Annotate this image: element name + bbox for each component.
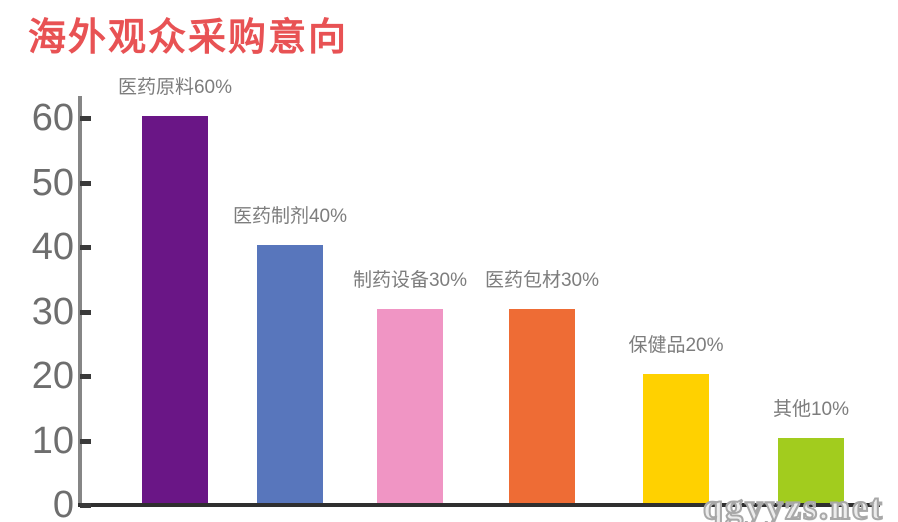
bar-label-保健品: 保健品20% <box>628 335 724 356</box>
bar-制药设备 <box>377 309 443 503</box>
y-axis-tick-label: 60 <box>31 97 74 139</box>
y-axis-tick-label: 40 <box>31 226 74 268</box>
y-axis-tick <box>80 374 91 379</box>
bar-label-医药制剂: 医药制剂40% <box>232 206 348 227</box>
bar-保健品 <box>643 374 709 503</box>
y-axis-tick <box>80 245 91 250</box>
y-axis-line <box>78 96 82 507</box>
bar-label-制药设备: 制药设备30% <box>352 270 468 291</box>
y-axis-tick-label: 10 <box>31 420 74 462</box>
bar-医药制剂 <box>257 245 323 503</box>
bar-其他 <box>778 438 844 503</box>
page-title: 海外观众采购意向 <box>28 17 349 59</box>
y-axis-tick <box>80 439 91 444</box>
bar-label-医药包材: 医药包材30% <box>484 270 600 291</box>
y-axis-tick-label: 20 <box>31 355 74 397</box>
y-axis-tick <box>80 116 91 121</box>
y-axis-tick <box>80 181 91 186</box>
y-axis-tick-label: 30 <box>31 291 74 333</box>
bar-label-医药原料: 医药原料60% <box>117 77 233 98</box>
y-axis-tick <box>80 503 91 508</box>
y-axis-tick <box>80 310 91 315</box>
y-axis-tick-label: 50 <box>31 162 74 204</box>
bar-医药原料 <box>142 116 208 503</box>
bar-医药包材 <box>509 309 575 503</box>
bar-label-其他: 其他10% <box>772 399 850 420</box>
y-axis-tick-label: 0 <box>52 484 74 522</box>
x-axis-line <box>78 503 880 507</box>
watermark: qgyyzs.net <box>702 486 884 522</box>
